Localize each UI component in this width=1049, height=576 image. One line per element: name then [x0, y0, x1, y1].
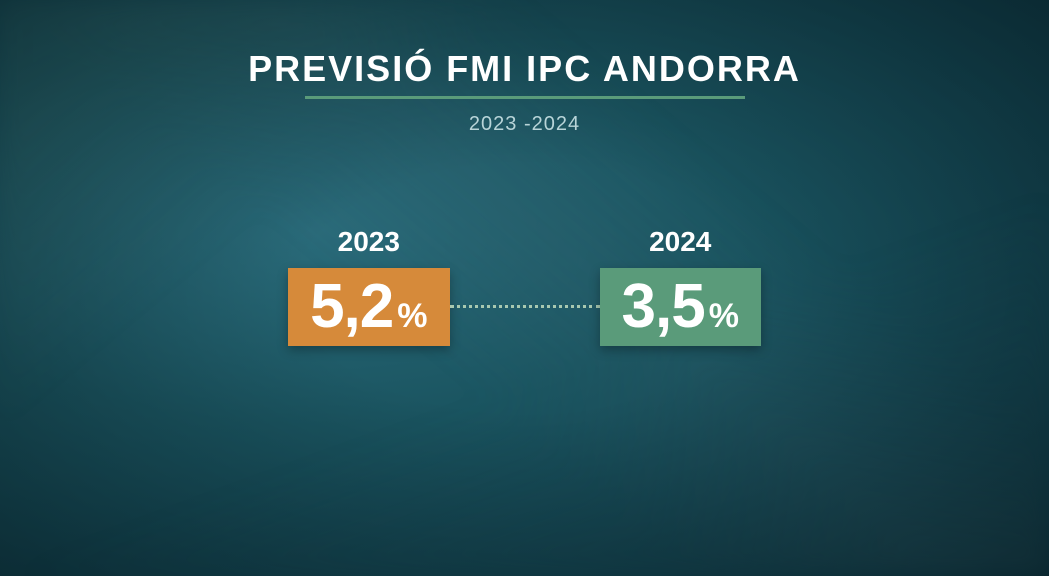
year-group-2023: 2023 5,2 % — [288, 226, 449, 346]
subtitle: 2023 -2024 — [469, 113, 580, 136]
title-underline — [305, 96, 745, 99]
value-unit: % — [397, 297, 427, 336]
value-box-2023: 5,2 % — [288, 268, 449, 346]
content-wrapper: PREVISIÓ FMI IPC ANDORRA 2023 -2024 2023… — [0, 0, 1049, 576]
year-group-2024: 2024 3,5 % — [600, 226, 761, 346]
year-label: 2023 — [338, 226, 400, 258]
year-label: 2024 — [649, 226, 711, 258]
values-row: 2023 5,2 % 2024 3,5 % — [288, 226, 761, 346]
connector-line — [450, 305, 600, 308]
value-number: 3,5 — [622, 276, 705, 338]
main-title: PREVISIÓ FMI IPC ANDORRA — [248, 48, 801, 90]
value-number: 5,2 — [310, 276, 393, 338]
value-unit: % — [709, 297, 739, 336]
value-box-2024: 3,5 % — [600, 268, 761, 346]
